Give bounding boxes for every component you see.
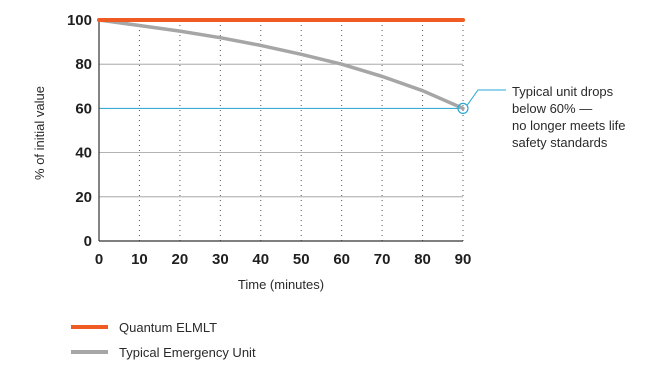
series: [97, 18, 465, 111]
y-tick-label: 100: [67, 12, 92, 29]
y-tick-label: 60: [75, 100, 92, 117]
y-tick-label: 20: [75, 189, 92, 206]
x-tick-label: 0: [95, 251, 103, 268]
x-axis-label: Time (minutes): [238, 277, 324, 292]
annotation-text: below 60% —: [512, 101, 592, 116]
legend-label: Typical Emergency Unit: [119, 345, 256, 360]
x-tick-label: 10: [131, 251, 148, 268]
x-tick-label: 30: [212, 251, 229, 268]
legend-label: Quantum ELMLT: [119, 320, 217, 335]
x-tick-label: 90: [455, 251, 472, 268]
y-axis-label: % of initial value: [32, 86, 47, 180]
axes: % of initial value Time (minutes) 0 20 40 6…: [32, 12, 471, 292]
annotation-text: no longer meets life: [512, 118, 625, 133]
x-tick-label: 40: [252, 251, 269, 268]
x-tick-label: 60: [333, 251, 350, 268]
annotation: Typical unit drops below 60% — no longer m…: [457, 84, 625, 150]
annotation-leader: [466, 89, 506, 106]
x-tick-label: 20: [172, 251, 189, 268]
series-line-typical-emergency-unit: [97, 18, 465, 111]
annotation-text: Typical unit drops: [512, 84, 614, 99]
y-tick-label: 0: [84, 233, 92, 250]
y-tick-label: 40: [75, 145, 92, 162]
grid: [99, 19, 464, 241]
x-tick-label: 50: [293, 251, 310, 268]
annotation-text: safety standards: [512, 135, 608, 150]
annotation-marker: [457, 102, 469, 115]
y-tick-label: 80: [75, 56, 92, 73]
legend: Quantum ELMLT Typical Emergency Unit: [71, 320, 256, 360]
x-tick-label: 80: [414, 251, 431, 268]
x-tick-label: 70: [374, 251, 391, 268]
